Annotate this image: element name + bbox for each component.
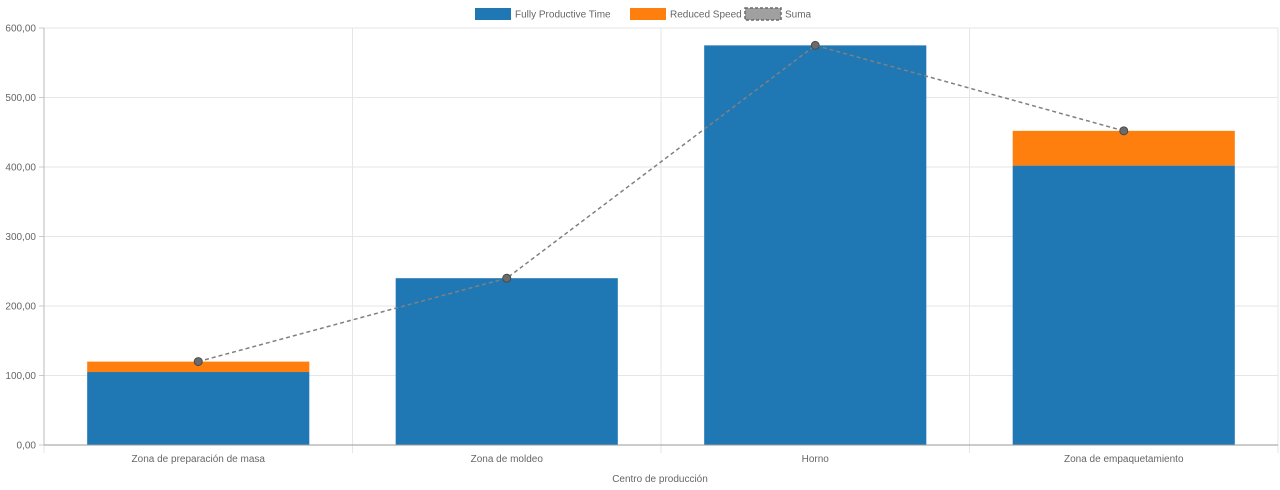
- legend-label: Fully Productive Time: [515, 10, 611, 21]
- x-tick-label: Zona de empaquetamiento: [1064, 454, 1184, 465]
- sum-line: [193, 40, 1129, 367]
- x-tick-label: Horno: [802, 454, 830, 465]
- x-tick-label: Zona de moldeo: [471, 454, 544, 465]
- bar-fully-productive-time: [1012, 165, 1235, 446]
- sum-line-path: [198, 44, 1124, 363]
- sum-point: [193, 357, 203, 367]
- axes: 0,00 100,00 200,00 300,00 400,00 500,00 600,00…: [5, 24, 1278, 465]
- legend-item-reduced-speed[interactable]: Reduced Speed: [630, 8, 742, 21]
- legend-swatch: [744, 7, 782, 21]
- legend: Fully Productive Time Reduced Speed Suma: [475, 7, 812, 21]
- y-tick-label: 300,00: [5, 232, 36, 243]
- sum-point: [1119, 126, 1129, 136]
- y-tick-label: 0,00: [17, 441, 37, 452]
- bar-fully-productive-time: [87, 372, 310, 445]
- y-tick-label: 400,00: [5, 163, 36, 174]
- x-tick-label: Zona de preparación de masa: [132, 454, 266, 465]
- bar-reduced-speed: [87, 361, 310, 373]
- y-tick-label: 100,00: [5, 371, 36, 382]
- bar-fully-productive-time: [395, 278, 618, 445]
- y-tick-label: 200,00: [5, 302, 36, 313]
- legend-item-suma[interactable]: Suma: [744, 7, 812, 21]
- sum-point: [810, 40, 820, 50]
- legend-swatch: [630, 8, 666, 20]
- x-axis-title: Centro de producción: [612, 474, 708, 485]
- bar-reduced-speed: [1012, 130, 1235, 166]
- legend-label: Suma: [785, 10, 812, 21]
- bar-fully-productive-time: [704, 45, 927, 445]
- y-tick-label: 500,00: [5, 93, 36, 104]
- bars: [87, 45, 1235, 446]
- legend-item-fully-productive-time[interactable]: Fully Productive Time: [475, 8, 611, 21]
- y-tick-label: 600,00: [5, 24, 36, 35]
- sum-point: [502, 273, 512, 283]
- legend-swatch: [475, 8, 511, 20]
- legend-label: Reduced Speed: [670, 10, 742, 21]
